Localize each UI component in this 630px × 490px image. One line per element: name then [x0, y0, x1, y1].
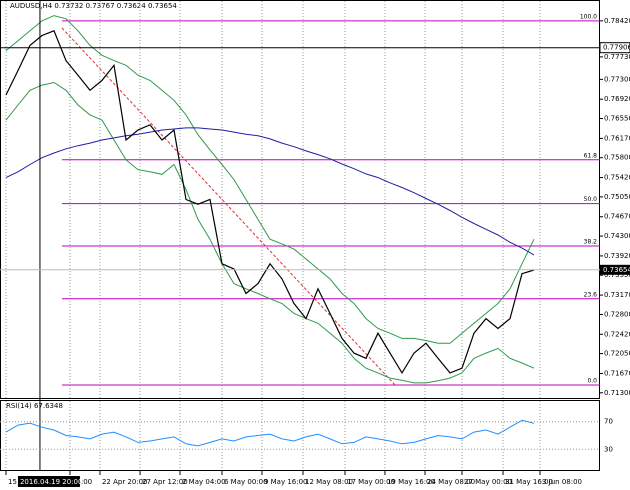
fib-label: 61.8 — [584, 152, 598, 159]
current-price: 0.73654 — [603, 266, 630, 274]
fib-label: 0.0 — [587, 377, 597, 384]
x-tick-label: 04:00 — [72, 478, 92, 486]
fib-label: 100.0 — [580, 13, 597, 20]
series-line — [5, 127, 535, 256]
fib-label: 38.2 — [584, 238, 598, 245]
series-line — [5, 81, 535, 384]
price-frame — [0, 0, 600, 399]
x-tick-label: 22 Apr 20:00 — [102, 478, 148, 486]
fib-label: 23.6 — [584, 291, 598, 298]
rsi-line — [5, 419, 535, 447]
rsi-header: RSI(14) 67.6348 — [6, 402, 63, 410]
crosshair-price: 0.77906 — [603, 44, 630, 52]
current-price-box — [600, 264, 630, 275]
x-tick-label: 24 May 08:00 — [427, 478, 475, 486]
x-tick-label: 31 May 16:00 — [505, 478, 553, 486]
x-tick-label: 6 May 00:00 — [224, 478, 268, 486]
crosshair-time-box — [17, 476, 80, 487]
x-tick-label: 27 May 00:00 — [464, 478, 512, 486]
series-line — [5, 15, 535, 344]
x-tick-label: 27 Apr 12:00 — [142, 478, 188, 486]
x-tick-label: 2 May 04:00 — [182, 478, 226, 486]
x-tick-label: 19 May 16:00 — [387, 478, 435, 486]
x-tick-label: 12 May 08:00 — [305, 478, 353, 486]
rsi-frame — [0, 400, 600, 471]
chart-header: AUDUSD,H4 0.73732 0.73767 0.73624 0.7365… — [10, 2, 177, 10]
fib-label: 50.0 — [584, 196, 598, 203]
crosshair-price-box — [599, 42, 630, 54]
series-line — [5, 30, 535, 375]
x-tick-label: 15 — [8, 478, 17, 486]
y-tick-label: 0.78420 — [604, 17, 630, 25]
x-tick-label: 9 May 16:00 — [264, 478, 308, 486]
rsi-tick-label: 30 — [604, 445, 613, 453]
crosshair-time: 2016.04.19 20:00 — [20, 478, 82, 486]
rsi-tick-label: 70 — [604, 418, 613, 426]
x-tick-label: 17 May 00:00 — [347, 478, 395, 486]
x-tick-label: 3 Jun 08:00 — [542, 478, 582, 486]
